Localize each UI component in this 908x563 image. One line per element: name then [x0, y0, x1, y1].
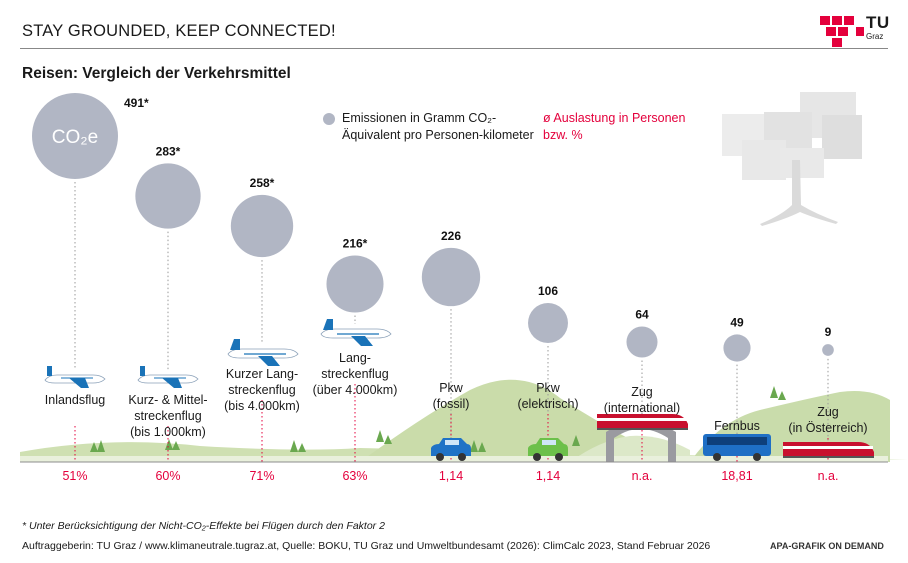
emission-bubble [135, 163, 201, 229]
emission-bubble [723, 334, 751, 362]
load-label: 63% [342, 469, 367, 483]
value-label: 226 [441, 229, 461, 243]
emission-bubble [528, 303, 568, 343]
small-plane-icon [44, 366, 106, 388]
chart-title: Reisen: Vergleich der Verkehrsmittel [22, 65, 291, 82]
emission-bubble [32, 93, 118, 179]
value-label: 216* [343, 236, 368, 250]
category-label: Kurzer Lang- streckenflug (bis 4.000km) [224, 367, 300, 413]
blue-bus-icon [703, 434, 771, 461]
logo-text: TU [866, 13, 890, 32]
load-label: 1,14 [439, 469, 463, 483]
jet-plane-icon [227, 339, 299, 366]
tree-icon [722, 92, 862, 226]
emission-bubble [822, 344, 834, 356]
load-label: 71% [249, 469, 274, 483]
value-label: 9 [825, 325, 832, 339]
value-label: 283* [156, 144, 181, 158]
category-label: Fernbus [714, 419, 760, 433]
tu-graz-logo [820, 16, 864, 47]
emission-bubble [230, 194, 294, 258]
red-train-icon [597, 414, 688, 430]
load-label: n.a. [632, 469, 653, 483]
load-label: 60% [155, 469, 180, 483]
category-label: Pkw (fossil) [432, 381, 470, 411]
green-car-icon [528, 438, 568, 461]
page-header-title: STAY GROUNDED, KEEP CONNECTED! [22, 22, 336, 40]
emission-bubble [626, 326, 658, 358]
bubble-inner-label: CO₂e [52, 127, 98, 148]
legend-emissions-label: Emissionen in Gramm CO₂-Äquivalent pro P… [342, 111, 534, 142]
value-label: 258* [250, 176, 275, 190]
credit-label: APA-GRAFIK ON DEMAND [770, 541, 884, 551]
load-label: 18,81 [721, 469, 752, 483]
emission-bubble [421, 247, 481, 307]
category-label: Lang- streckenflug (über 4.000km) [312, 351, 398, 397]
footnote: * Unter Berücksichtigung der Nicht-CO₂-E… [22, 520, 385, 532]
legend-bubble-icon [323, 113, 335, 125]
category-label: Pkw (elektrisch) [517, 381, 579, 411]
small-plane-icon [137, 366, 199, 388]
value-label: 64 [635, 307, 649, 321]
category-label: Zug (international) [603, 385, 681, 415]
value-label: 491* [124, 96, 149, 110]
category-label: Inlandsflug [44, 393, 106, 407]
header-divider [20, 48, 888, 49]
value-label: 106 [538, 284, 558, 298]
chart-marks: 491* 51% 283* 60% 258* 71% 216* 63% 226 1,14 106 1,… [20, 93, 888, 483]
load-label: 51% [62, 469, 87, 483]
blue-car-icon [431, 438, 471, 461]
red-train-icon [783, 442, 874, 458]
legend-load-label: ø Auslastung in Personen bzw. % [543, 111, 686, 142]
category-label: Zug (in Österreich) [788, 405, 868, 435]
value-label: 49 [730, 315, 744, 329]
emission-bubble [326, 255, 384, 313]
load-label: 1,14 [536, 469, 560, 483]
load-label: n.a. [818, 469, 839, 483]
logo-subtext: Graz [866, 32, 884, 41]
source-note: Auftraggeberin: TU Graz / www.klimaneutr… [22, 540, 711, 552]
category-label: Kurz- & Mittel- streckenflug (bis 1.000k… [128, 393, 208, 439]
jet-plane-icon [320, 319, 392, 346]
